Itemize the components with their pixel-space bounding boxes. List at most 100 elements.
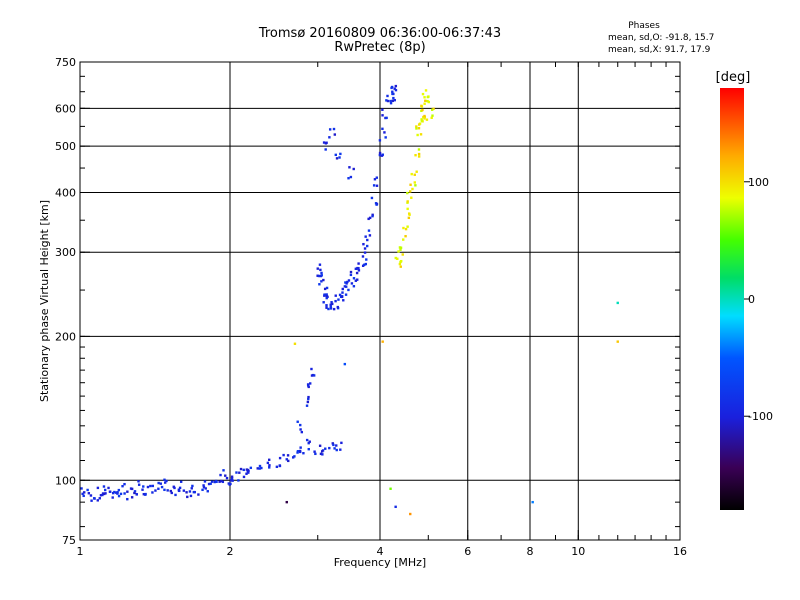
data-point-O — [300, 430, 304, 434]
data-point-O — [333, 133, 337, 136]
data-point-O — [393, 87, 396, 90]
data-point-O — [389, 99, 392, 103]
data-point-O — [103, 488, 107, 492]
data-point-O — [337, 298, 340, 301]
data-point-O — [299, 423, 302, 427]
data-point-X — [406, 201, 409, 204]
data-point-O — [246, 470, 249, 473]
data-point-O — [307, 395, 310, 399]
data-point-O — [371, 213, 374, 217]
data-point-scattered — [616, 301, 619, 305]
data-point-X — [394, 256, 397, 260]
data-point-O — [296, 450, 300, 453]
data-point-X — [427, 100, 430, 104]
data-point-O — [314, 452, 317, 456]
data-point-O — [373, 178, 377, 181]
data-point-X — [407, 216, 411, 220]
data-point-O — [384, 116, 387, 120]
colorbar-ticks: 100 0 -100 — [744, 176, 773, 423]
data-point-O — [319, 452, 323, 456]
data-point-O — [246, 468, 250, 472]
colorbar-tick-label: 100 — [748, 176, 769, 189]
data-point-O — [108, 490, 112, 493]
data-point-O — [349, 270, 353, 274]
data-point-O — [221, 480, 225, 484]
y-tick-label: 100 — [55, 474, 76, 487]
data-point-O — [239, 467, 243, 471]
data-point-O — [385, 116, 388, 120]
data-point-O — [357, 269, 361, 272]
data-point-O — [386, 99, 390, 103]
data-point-O — [378, 151, 382, 155]
data-point-O — [189, 494, 193, 498]
data-point-O — [322, 141, 326, 144]
data-point-O — [135, 493, 138, 496]
data-point-O — [327, 307, 330, 311]
data-point-O — [307, 385, 310, 389]
data-point-O — [325, 296, 328, 300]
data-point-O — [146, 485, 150, 489]
data-point-O — [83, 491, 86, 494]
data-point-O — [121, 484, 124, 488]
data-point-O — [117, 494, 121, 498]
data-point-X — [411, 187, 414, 191]
data-point-O — [391, 92, 394, 96]
data-point-O — [348, 166, 351, 169]
y-tick-label: 200 — [55, 330, 76, 343]
data-point-X — [417, 152, 421, 156]
data-point-X — [432, 107, 435, 110]
data-points — [80, 84, 619, 516]
data-point-O — [137, 480, 140, 483]
data-point-O — [179, 480, 183, 483]
data-point-O — [340, 441, 343, 445]
data-point-O — [190, 487, 193, 490]
data-point-O — [210, 480, 214, 483]
data-point-O — [320, 274, 323, 277]
data-point-O — [324, 148, 327, 151]
data-point-X — [424, 99, 427, 102]
data-point-O — [371, 214, 374, 218]
data-point-O — [357, 262, 360, 265]
y-axis-label: Stationary phase Virtual Height [km] — [38, 200, 51, 402]
data-point-O — [339, 152, 342, 156]
data-point-O — [166, 489, 169, 492]
x-axis-label: Frequency [MHz] — [334, 556, 426, 569]
data-point-X — [431, 114, 434, 117]
data-point-O — [201, 488, 204, 492]
data-point-O — [169, 489, 172, 493]
data-point-O — [363, 247, 367, 250]
data-point-X — [424, 89, 428, 92]
data-point-O — [287, 459, 290, 463]
data-point-O — [318, 263, 322, 266]
data-point-O — [346, 280, 349, 284]
data-point-X — [409, 183, 412, 186]
data-point-O — [107, 486, 110, 490]
data-point-O — [355, 267, 359, 270]
data-point-X — [398, 262, 402, 266]
data-point-O — [305, 438, 309, 442]
data-point-O — [310, 367, 313, 371]
data-point-X — [406, 207, 409, 211]
data-point-O — [325, 141, 328, 144]
data-point-O — [178, 486, 182, 490]
data-point-O — [312, 374, 316, 377]
data-point-O — [338, 293, 342, 297]
data-point-O — [325, 295, 328, 298]
data-point-O — [349, 273, 353, 277]
data-point-scattered — [394, 505, 397, 509]
data-point-X — [404, 234, 407, 238]
data-point-O — [317, 274, 321, 278]
data-point-O — [318, 283, 321, 286]
data-point-O — [381, 127, 384, 131]
data-point-O — [385, 99, 388, 102]
data-point-O — [341, 287, 344, 291]
data-point-X — [430, 116, 433, 119]
data-point-O — [362, 242, 365, 246]
data-point-O — [275, 465, 279, 469]
data-point-O — [325, 304, 328, 307]
data-point-O — [389, 101, 393, 105]
y-tick-label: 750 — [55, 56, 76, 69]
data-point-O — [335, 157, 339, 160]
data-point-O — [174, 493, 177, 497]
